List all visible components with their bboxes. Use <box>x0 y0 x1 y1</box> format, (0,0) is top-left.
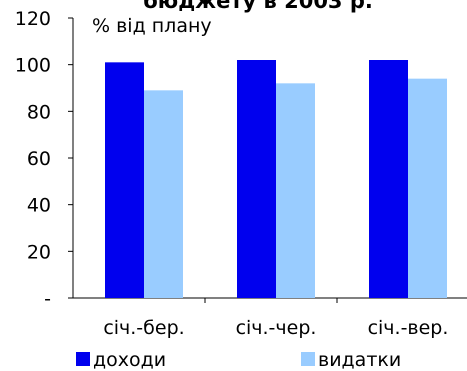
legend: доходи видатки <box>76 349 401 371</box>
bar-видатки <box>408 78 447 299</box>
bar-доходи <box>369 60 408 298</box>
bar-видатки <box>276 83 315 298</box>
y-tick-label: 100 <box>15 55 51 77</box>
y-tick-label: - <box>44 288 51 310</box>
legend-label: видатки <box>318 349 401 371</box>
y-tick-label: 120 <box>15 8 51 30</box>
legend-swatch <box>76 352 90 366</box>
bar-доходи <box>237 60 276 298</box>
legend-swatch <box>301 352 315 366</box>
legend-label: доходи <box>93 349 166 371</box>
x-category-label: січ.-чер. <box>236 317 317 339</box>
chart-title: бюджету в 2003 р. <box>143 0 373 13</box>
x-category-label: січ.-бер. <box>103 317 184 339</box>
y-tick-label: 40 <box>27 195 51 217</box>
bar-видатки <box>144 90 183 298</box>
x-category-label: січ.-вер. <box>368 317 449 339</box>
y-tick-label: 80 <box>27 101 51 123</box>
y-tick-label: 20 <box>27 241 51 263</box>
y-tick-label: 60 <box>27 148 51 170</box>
y-axis-label: % від плану <box>92 15 212 37</box>
plot-area: - 20 40 60 80 100 120 січ.-бер. січ.-чер. січ.-ве… <box>15 8 467 339</box>
bar-доходи <box>105 62 144 299</box>
